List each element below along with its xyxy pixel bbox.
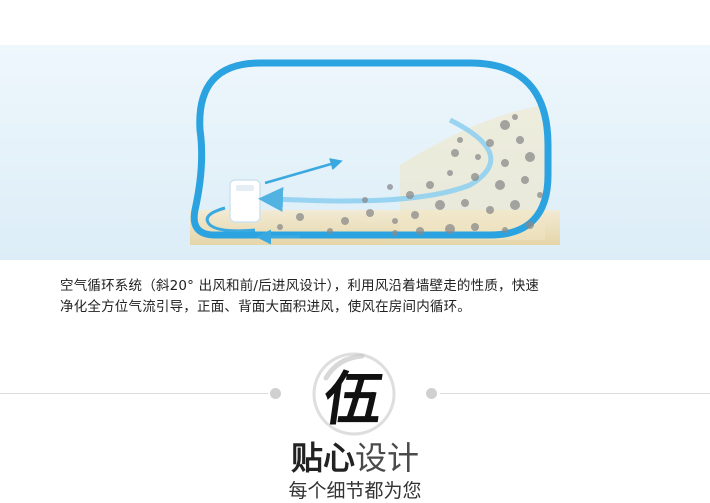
divider-dot-left — [270, 388, 281, 399]
dust-particle — [501, 159, 509, 167]
dust-particle — [296, 213, 304, 221]
section-title-strong: 贴心 — [290, 439, 355, 477]
dust-particles — [277, 114, 543, 236]
purifier-top — [236, 185, 254, 191]
dust-particle — [451, 149, 459, 157]
dust-particle — [277, 224, 283, 230]
dust-particle — [362, 197, 368, 203]
dust-particle — [426, 181, 434, 189]
section-number: 伍 — [319, 365, 388, 433]
dust-particle — [416, 227, 424, 235]
divider-right — [440, 393, 710, 394]
dust-particle — [500, 120, 510, 130]
room-outline — [190, 59, 552, 239]
dust-particle — [471, 223, 479, 231]
description-line-2: 净化全方位气流引导，正面、背面大面积进风，使风在房间内循环。 — [60, 299, 471, 315]
dust-particle — [475, 154, 481, 160]
dust-particle — [392, 218, 398, 224]
dust-particle — [341, 217, 349, 225]
dust-particle — [526, 221, 534, 229]
dust-particle — [525, 152, 535, 162]
dust-particle — [392, 230, 398, 236]
outflow-arrow — [264, 158, 343, 185]
section-subtitle: 每个细节都为您 — [288, 480, 422, 502]
section-title-light: 设计 — [355, 439, 420, 477]
airflow-illustration — [0, 45, 710, 260]
divider-dot-right — [426, 388, 437, 399]
dust-particle — [457, 137, 463, 143]
dust-particle — [510, 200, 520, 210]
ink-circle-icon — [312, 352, 396, 436]
divider-left — [0, 393, 268, 394]
dust-particle — [521, 176, 529, 184]
dust-particle — [537, 192, 543, 198]
dust-particle — [461, 199, 469, 207]
dust-particle — [387, 184, 393, 190]
floor-loop-arrow — [205, 206, 256, 233]
dust-particle — [502, 227, 508, 233]
dust-particle — [435, 200, 445, 210]
dust-particle — [486, 206, 494, 214]
return-airflow-arrow — [258, 117, 494, 212]
dust-particle — [516, 136, 524, 144]
dust-particle — [471, 173, 479, 181]
dust-particle — [495, 180, 505, 190]
dust-particle — [366, 209, 374, 217]
dust-particle — [486, 139, 494, 147]
dust-particle — [406, 191, 414, 199]
dust-particle — [512, 114, 518, 120]
dust-particle — [327, 228, 333, 234]
room-airflow-diagram-icon — [0, 45, 710, 260]
section-title: 贴心设计 — [0, 438, 710, 478]
section-number-seal: 伍 — [308, 348, 400, 440]
dust-particle — [445, 224, 455, 234]
dust-particle — [411, 211, 419, 219]
description-line-1: 空气循环系统（斜20° 出风和前/后进风设计），利用风沿着墙壁走的性质，快速 — [60, 278, 540, 294]
feature-description: 空气循环系统（斜20° 出风和前/后进风设计），利用风沿着墙壁走的性质，快速 净… — [60, 276, 680, 318]
dust-particle — [447, 170, 453, 176]
